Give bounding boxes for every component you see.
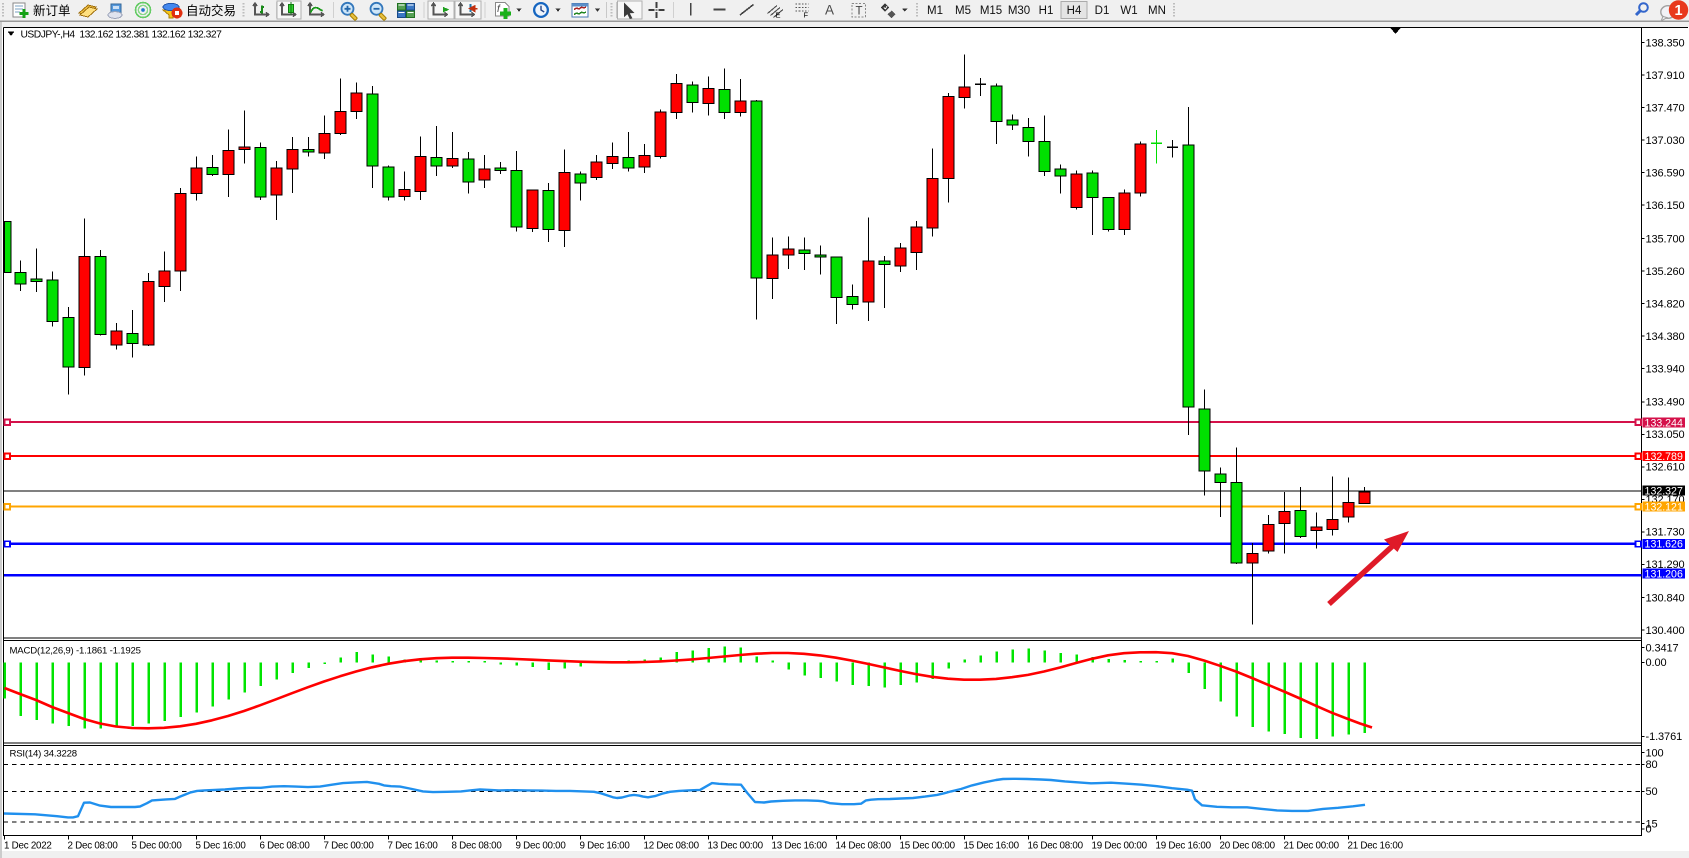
svg-text:15 Dec 16:00: 15 Dec 16:00 xyxy=(964,840,1020,851)
svg-text:A: A xyxy=(825,3,834,18)
svg-text:8 Dec 08:00: 8 Dec 08:00 xyxy=(452,840,503,851)
svg-text:133.244: 133.244 xyxy=(1645,417,1683,429)
svg-text:136.590: 136.590 xyxy=(1646,168,1685,180)
svg-text:133.490: 133.490 xyxy=(1646,397,1685,409)
svg-text:131.626: 131.626 xyxy=(1645,539,1683,551)
svg-text:136.150: 136.150 xyxy=(1646,200,1685,212)
svg-text:E: E xyxy=(776,11,781,20)
svg-text:133.050: 133.050 xyxy=(1646,429,1685,441)
svg-text:130.840: 130.840 xyxy=(1646,593,1685,605)
svg-text:MACD(12,26,9) -1.1861 -1.1925: MACD(12,26,9) -1.1861 -1.1925 xyxy=(10,646,141,657)
svg-text:130.400: 130.400 xyxy=(1646,625,1685,637)
svg-text:135.260: 135.260 xyxy=(1646,266,1685,278)
svg-text:新订单: 新订单 xyxy=(33,3,71,18)
svg-text:137.470: 137.470 xyxy=(1646,102,1685,114)
svg-text:138.350: 138.350 xyxy=(1646,37,1685,49)
svg-text:5 Dec 00:00: 5 Dec 00:00 xyxy=(132,840,183,851)
svg-text:F: F xyxy=(804,11,809,20)
svg-text:T: T xyxy=(856,6,863,18)
svg-text:RSI(14) 34.3228: RSI(14) 34.3228 xyxy=(10,749,77,760)
svg-text:132.789: 132.789 xyxy=(1645,451,1683,463)
svg-text:15 Dec 00:00: 15 Dec 00:00 xyxy=(900,840,956,851)
svg-text:1 Dec 2022: 1 Dec 2022 xyxy=(4,840,52,851)
svg-text:自动交易: 自动交易 xyxy=(186,3,236,18)
svg-text:132.327: 132.327 xyxy=(1645,485,1683,497)
svg-text:H4: H4 xyxy=(1067,5,1082,17)
svg-text:12 Dec 08:00: 12 Dec 08:00 xyxy=(644,840,700,851)
svg-text:15: 15 xyxy=(1646,818,1658,830)
svg-text:7 Dec 00:00: 7 Dec 00:00 xyxy=(324,840,375,851)
svg-text:21 Dec 16:00: 21 Dec 16:00 xyxy=(1348,840,1404,851)
svg-text:-1.3761: -1.3761 xyxy=(1646,731,1683,743)
svg-text:135.700: 135.700 xyxy=(1646,233,1685,245)
svg-text:132.610: 132.610 xyxy=(1646,462,1685,474)
svg-text:0.00: 0.00 xyxy=(1646,657,1667,669)
svg-text:1: 1 xyxy=(1674,3,1682,19)
svg-text:21 Dec 00:00: 21 Dec 00:00 xyxy=(1284,840,1340,851)
svg-text:131.206: 131.206 xyxy=(1645,568,1683,580)
svg-text:9 Dec 00:00: 9 Dec 00:00 xyxy=(516,840,567,851)
svg-text:5 Dec 16:00: 5 Dec 16:00 xyxy=(196,840,247,851)
svg-text:H1: H1 xyxy=(1039,5,1054,17)
svg-text:19 Dec 16:00: 19 Dec 16:00 xyxy=(1156,840,1212,851)
svg-text:M1: M1 xyxy=(927,5,943,17)
svg-text:131.730: 131.730 xyxy=(1646,527,1685,539)
svg-text:7 Dec 16:00: 7 Dec 16:00 xyxy=(388,840,439,851)
svg-text:19 Dec 00:00: 19 Dec 00:00 xyxy=(1092,840,1148,851)
svg-text:20 Dec 08:00: 20 Dec 08:00 xyxy=(1220,840,1276,851)
svg-text:USDJPY-,H4 132.162 132.381 13: USDJPY-,H4 132.162 132.381 132.162 132.3… xyxy=(21,29,223,40)
svg-text:137.030: 137.030 xyxy=(1646,135,1685,147)
svg-text:133.940: 133.940 xyxy=(1646,363,1685,375)
svg-text:W1: W1 xyxy=(1120,5,1137,17)
svg-text:16 Dec 08:00: 16 Dec 08:00 xyxy=(1028,840,1084,851)
svg-text:134.380: 134.380 xyxy=(1646,331,1685,343)
svg-text:0: 0 xyxy=(1646,824,1652,836)
svg-text:6 Dec 08:00: 6 Dec 08:00 xyxy=(260,840,311,851)
svg-text:0.3417: 0.3417 xyxy=(1646,642,1679,654)
svg-text:80: 80 xyxy=(1646,759,1658,771)
svg-text:2 Dec 08:00: 2 Dec 08:00 xyxy=(68,840,119,851)
svg-text:13 Dec 16:00: 13 Dec 16:00 xyxy=(772,840,828,851)
svg-text:13 Dec 00:00: 13 Dec 00:00 xyxy=(708,840,764,851)
svg-text:134.820: 134.820 xyxy=(1646,298,1685,310)
svg-text:137.910: 137.910 xyxy=(1646,70,1685,82)
svg-text:131.290: 131.290 xyxy=(1646,559,1685,571)
svg-text:100: 100 xyxy=(1646,747,1664,759)
svg-text:MN: MN xyxy=(1148,5,1166,17)
svg-text:M30: M30 xyxy=(1008,5,1030,17)
svg-text:M15: M15 xyxy=(980,5,1002,17)
svg-text:9 Dec 16:00: 9 Dec 16:00 xyxy=(580,840,631,851)
svg-text:50: 50 xyxy=(1646,786,1658,798)
svg-text:f: f xyxy=(497,4,501,15)
svg-text:14 Dec 08:00: 14 Dec 08:00 xyxy=(836,840,892,851)
svg-text:132.121: 132.121 xyxy=(1645,501,1683,513)
svg-text:D1: D1 xyxy=(1095,5,1110,17)
svg-text:M5: M5 xyxy=(955,5,971,17)
